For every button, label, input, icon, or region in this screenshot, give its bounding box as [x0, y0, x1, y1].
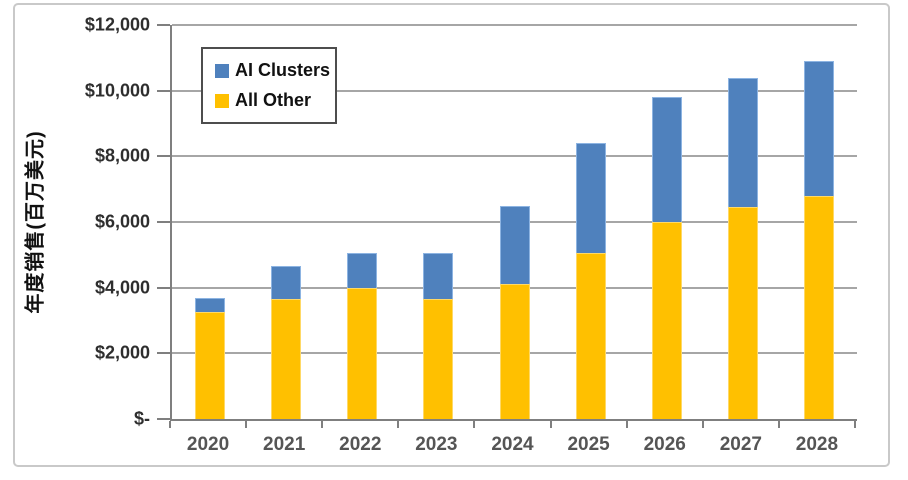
gridline	[172, 89, 857, 92]
gridline	[172, 24, 857, 26]
x-axis-label-2023: 2023	[415, 434, 458, 455]
x-axis-label-2026: 2026	[643, 434, 686, 455]
bar-2025-ai-clusters	[575, 143, 606, 254]
bar-2028-all-other	[803, 195, 834, 419]
bar-2022-all-other	[347, 287, 378, 419]
y-axis-tick-label: $4,000	[94, 277, 150, 298]
bar-2022-ai-clusters	[347, 253, 378, 288]
bar-2026-all-other	[651, 222, 682, 419]
x-axis-label-2020: 2020	[186, 434, 230, 455]
y-axis-tick	[157, 89, 170, 92]
y-axis-tick	[157, 418, 170, 420]
bar-2023-ai-clusters	[423, 253, 454, 300]
y-axis-tick-label: $2,000	[94, 342, 150, 363]
y-axis-tick	[157, 24, 170, 26]
x-axis-tick	[397, 421, 400, 428]
x-axis-tick	[854, 421, 856, 428]
bar-2024-ai-clusters	[499, 205, 530, 285]
bar-2023-all-other	[423, 299, 454, 419]
x-axis-tick	[169, 421, 171, 428]
y-axis-tick-label: $6,000	[94, 211, 150, 232]
x-axis-label-2024: 2024	[491, 434, 534, 455]
plot-area	[170, 24, 857, 421]
y-axis-tick-label: $12,000	[84, 14, 150, 35]
y-axis-tick	[157, 155, 170, 158]
legend: AI Clusters All Other	[201, 47, 337, 124]
bar-2027-ai-clusters	[727, 77, 758, 208]
y-axis-tick	[157, 221, 170, 223]
legend-label-ai-clusters: AI Clusters	[235, 60, 331, 80]
bar-2026-ai-clusters	[651, 97, 682, 222]
legend-item-all-other: All Other	[215, 90, 335, 111]
legend-swatch-ai-clusters	[215, 63, 229, 78]
y-axis-tick-label: $-	[133, 408, 150, 429]
bar-2024-all-other	[499, 284, 530, 419]
bar-2027-all-other	[727, 207, 758, 419]
bar-2028-ai-clusters	[803, 61, 834, 196]
bar-2025-all-other	[575, 253, 606, 419]
x-axis-tick	[625, 421, 628, 428]
x-axis-tick	[777, 421, 780, 428]
x-axis-label-2022: 2022	[339, 434, 382, 455]
y-axis-tick	[157, 286, 170, 289]
legend-label-all-other: All Other	[235, 90, 312, 110]
bar-2021-all-other	[271, 299, 302, 419]
y-axis-tick-label: $10,000	[84, 80, 150, 101]
y-axis-tick-label: $8,000	[94, 145, 150, 166]
x-axis-tick	[245, 421, 248, 428]
y-axis-tick	[157, 352, 170, 355]
x-axis-label-2028: 2028	[795, 434, 839, 455]
legend-swatch-all-other	[215, 93, 229, 108]
gridline	[172, 155, 857, 158]
x-axis-tick	[549, 421, 552, 428]
x-axis-label-2027: 2027	[719, 434, 762, 455]
bar-2021-ai-clusters	[271, 266, 302, 300]
x-axis-tick	[321, 421, 324, 428]
x-axis-tick	[701, 421, 704, 428]
x-axis-tick	[473, 421, 476, 428]
x-axis-label-2025: 2025	[567, 434, 610, 455]
bar-2020-ai-clusters	[195, 297, 226, 313]
legend-item-ai-clusters: AI Clusters	[215, 60, 335, 81]
bar-2020-all-other	[195, 312, 226, 419]
x-axis-label-2021: 2021	[263, 434, 306, 455]
